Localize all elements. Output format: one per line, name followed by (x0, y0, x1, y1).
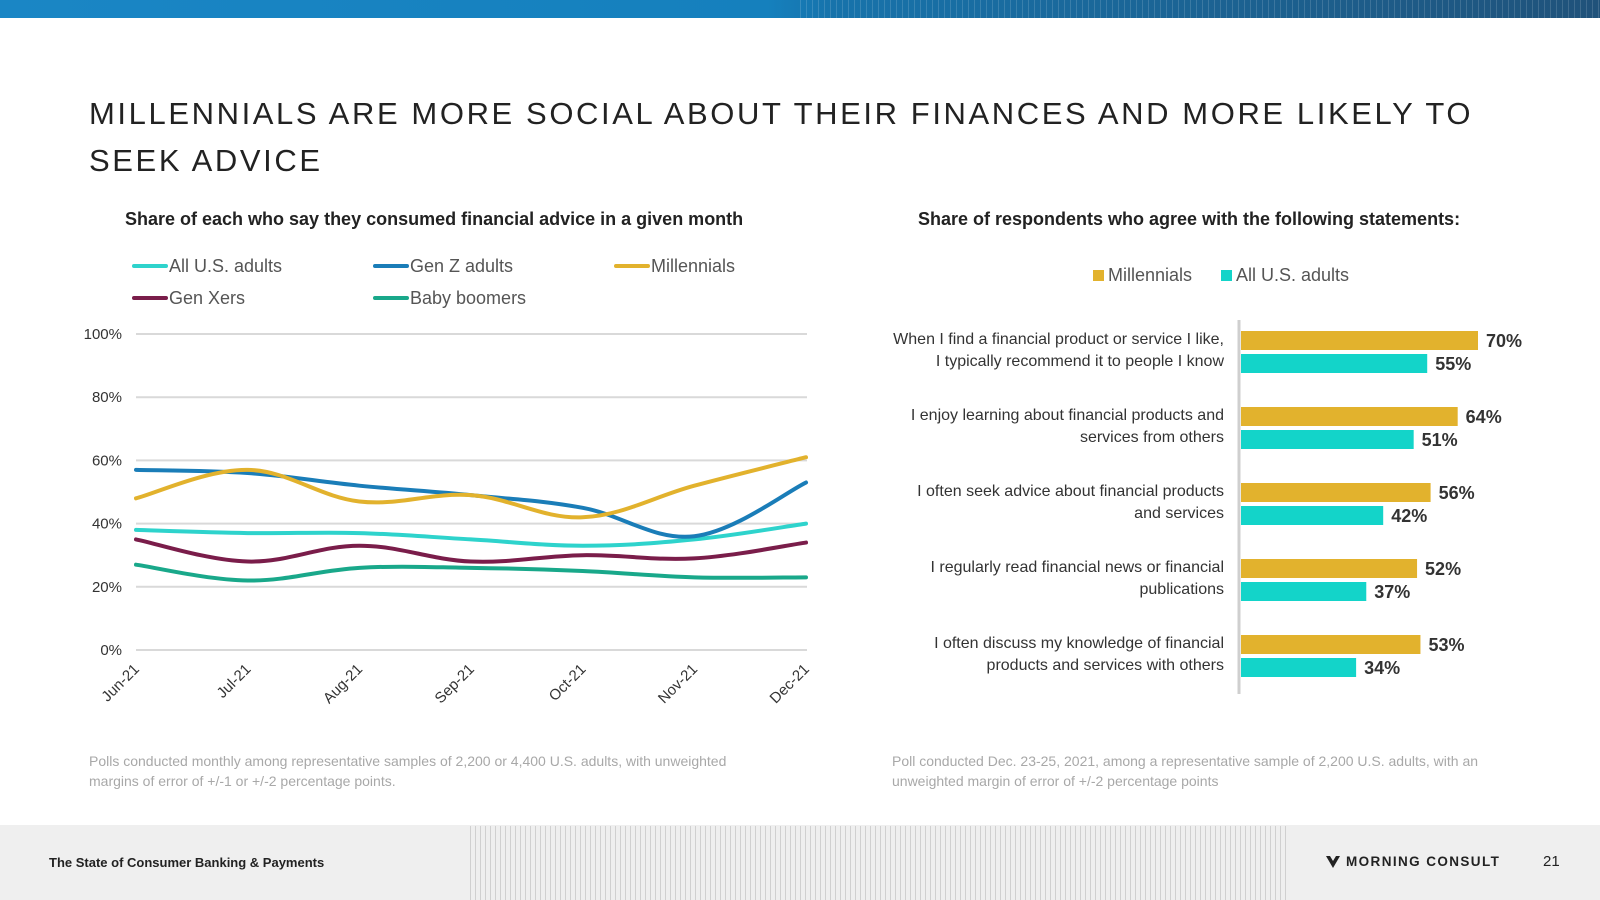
x-tick-label: Sep-21 (432, 661, 478, 707)
bar-data-label: 56% (1439, 483, 1475, 503)
legend-swatch (132, 296, 168, 300)
legend-swatch (614, 264, 650, 268)
y-tick-label: 0% (100, 642, 122, 659)
series-line-gen-z-adults (134, 467, 808, 539)
bar-category-label-line: I often discuss my knowledge of financia… (934, 635, 1224, 652)
legend-label: All U.S. adults (169, 256, 283, 276)
page-number: 21 (1543, 853, 1560, 870)
bar-millennials (1241, 407, 1458, 426)
legend-label: Millennials (1108, 265, 1193, 285)
legend-label: Gen Z adults (410, 256, 514, 276)
bar-data-label: 37% (1374, 582, 1410, 602)
x-tick-label: Nov-21 (655, 661, 701, 707)
legend-swatch (373, 264, 409, 268)
line-chart-title: Share of each who say they consumed fina… (125, 209, 744, 229)
bar-category-label: I often seek advice about financial prod… (917, 481, 1224, 525)
morning-consult-logo-text: MORNING CONSULT (1346, 854, 1501, 869)
legend-label: All U.S. adults (1236, 265, 1350, 285)
bar-chart: 70% 55% 64% 51% 56% 42% 52% 37% 53% 34% (1237, 320, 1522, 694)
bar-data-label: 42% (1391, 506, 1427, 526)
bar-data-label: 51% (1422, 430, 1458, 450)
x-tick-label: Jul-21 (214, 661, 255, 702)
legend-label: Millennials (651, 256, 736, 276)
bar-all-u-s-adults (1241, 582, 1367, 601)
bar-all-u-s-adults (1241, 430, 1414, 449)
y-tick-label: 60% (92, 452, 122, 469)
bar-data-label: 34% (1364, 658, 1400, 678)
bar-category-label-line: I enjoy learning about financial product… (910, 407, 1224, 424)
bar-category-label-line: services from others (1079, 429, 1224, 446)
y-tick-label: 100% (84, 326, 122, 343)
bar-millennials (1241, 635, 1421, 654)
series-line-millennials (134, 455, 808, 520)
bar-category-label-line: and services (1134, 505, 1224, 522)
legend-label: Gen Xers (169, 288, 246, 308)
series-line-all-u-s-adults (134, 521, 808, 548)
y-tick-label: 20% (92, 579, 122, 596)
bar-data-label: 53% (1428, 635, 1464, 655)
bar-category-label-line: When I find a financial product or servi… (893, 331, 1224, 348)
bar-category-label-line: I often seek advice about financial prod… (917, 483, 1224, 500)
series-line-gen-xers (134, 537, 808, 564)
line-chart: 0% 20% 40% 60% 80% 100% Jun-21 Jul-21 Aug-21 Sep-… (84, 326, 813, 707)
legend-swatch (373, 296, 409, 300)
footer-report-title: The State of Consumer Banking & Payments (49, 855, 325, 870)
bar-data-label: 55% (1435, 354, 1471, 374)
bar-category-label: I often discuss my knowledge of financia… (934, 633, 1224, 677)
top-accent-bar (0, 0, 1600, 18)
slide-title: MILLENNIALS ARE MORE SOCIAL ABOUT THEIR … (89, 96, 1474, 178)
bar-millennials (1241, 559, 1418, 578)
bar-category-label: I regularly read financial news or finan… (931, 557, 1224, 601)
right-chart-note: Poll conducted Dec. 23-25, 2021, among a… (892, 753, 1479, 789)
bar-millennials (1241, 483, 1431, 502)
bar-data-label: 52% (1425, 559, 1461, 579)
bar-data-label: 70% (1486, 331, 1522, 351)
bar-all-u-s-adults (1241, 658, 1357, 677)
bar-category-label-line: I regularly read financial news or finan… (930, 559, 1224, 576)
bar-chart-title: Share of respondents who agree with the … (918, 209, 1461, 229)
bar-millennials (1241, 331, 1478, 350)
bar-all-u-s-adults (1241, 506, 1384, 525)
x-tick-label: Dec-21 (767, 661, 813, 707)
y-tick-label: 40% (92, 516, 122, 533)
bar-category-label-line: I typically recommend it to people I kno… (935, 353, 1224, 370)
legend-swatch (132, 264, 168, 268)
bar-category-label-line: publications (1139, 581, 1225, 598)
legend-swatch (1221, 270, 1232, 281)
left-chart-note: Polls conducted monthly among representa… (89, 753, 727, 789)
bar-category-label: When I find a financial product or servi… (893, 329, 1224, 373)
top-bar-texture (800, 0, 1600, 18)
x-tick-label: Aug-21 (320, 661, 366, 707)
series-line-baby-boomers (134, 562, 808, 583)
bar-category-label: I enjoy learning about financial product… (911, 405, 1224, 449)
x-tick-label: Jun-21 (98, 661, 142, 705)
morning-consult-logo-icon (1326, 856, 1340, 868)
bar-data-label: 64% (1466, 407, 1502, 427)
legend-swatch (1093, 270, 1104, 281)
legend-label: Baby boomers (410, 288, 527, 308)
bar-category-label-line: products and services with others (986, 657, 1224, 674)
bar-all-u-s-adults (1241, 354, 1428, 373)
footer-texture (470, 826, 1290, 900)
x-tick-label: Oct-21 (546, 661, 590, 705)
y-tick-label: 80% (92, 389, 122, 406)
